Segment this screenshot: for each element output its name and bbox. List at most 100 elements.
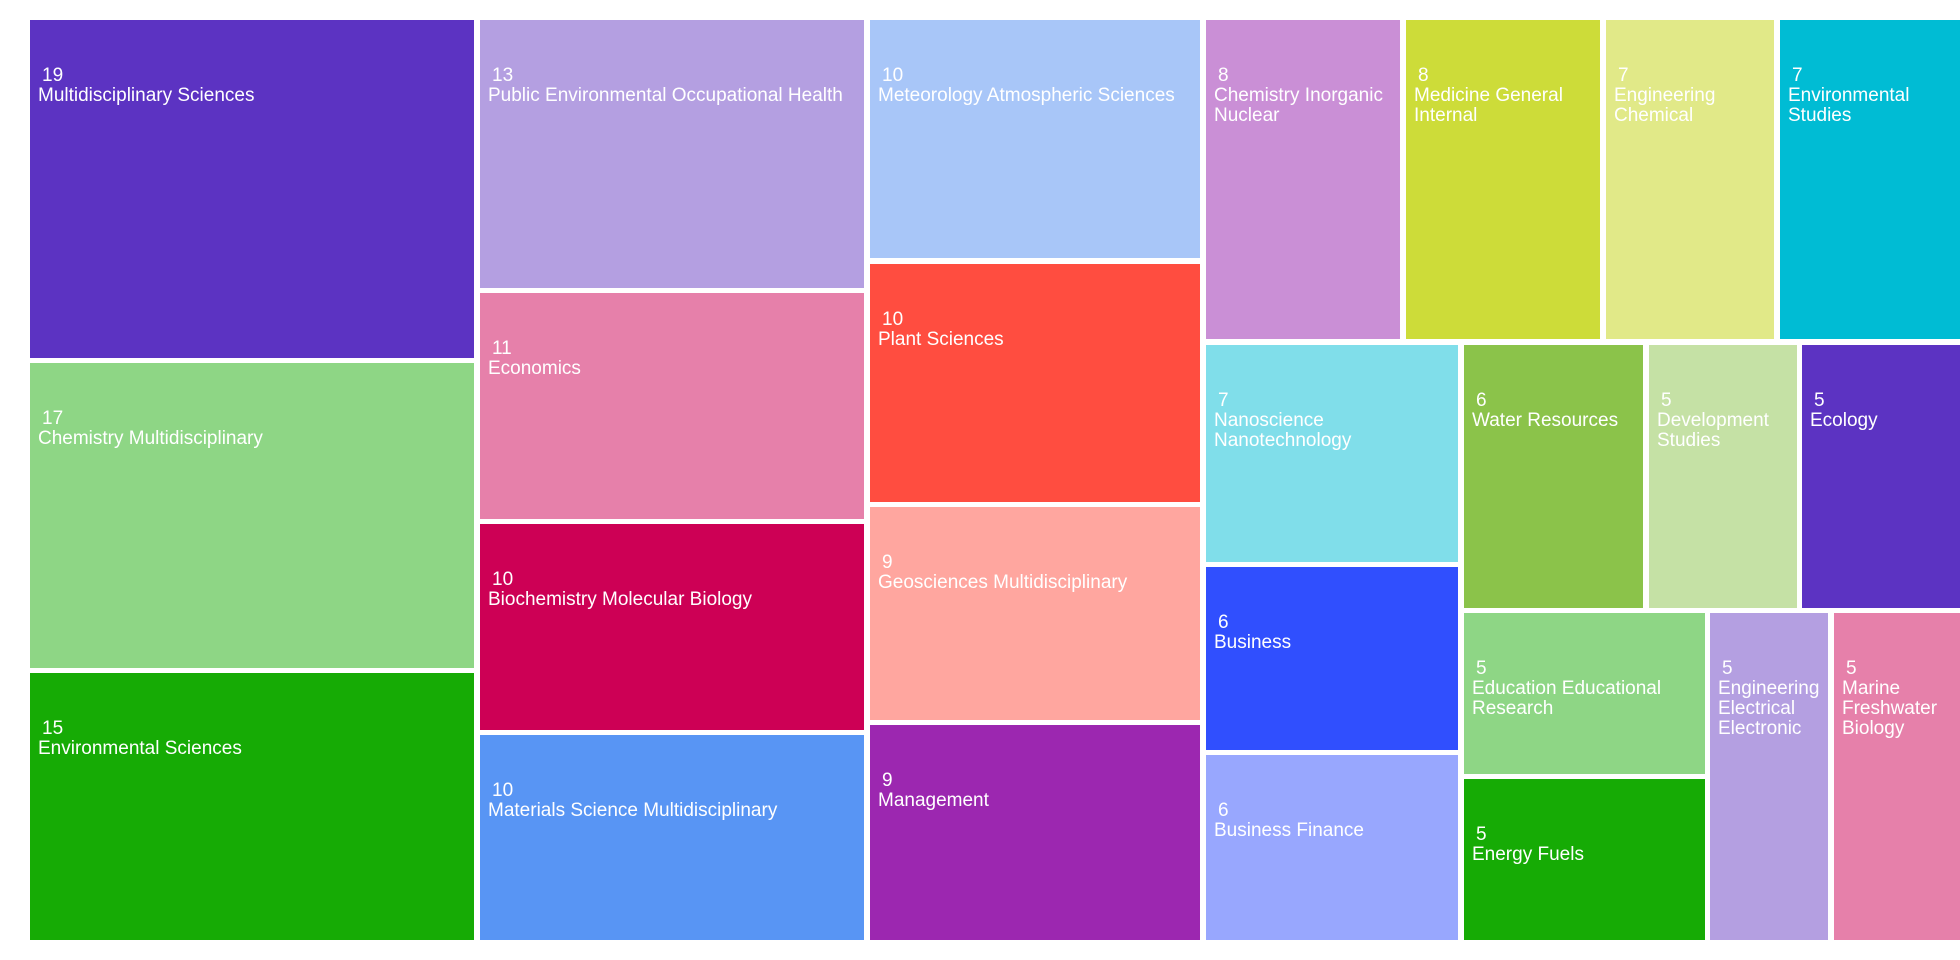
tile-category: Business Finance xyxy=(1214,820,1364,841)
tile-value: 17 xyxy=(42,408,64,429)
tile-label: 5 Development Studies xyxy=(1657,391,1795,451)
tile-label: 8 Chemistry Inorganic Nuclear xyxy=(1214,66,1398,126)
treemap-tile: 19 Multidisciplinary Sciences xyxy=(30,20,474,358)
tile-value: 11 xyxy=(492,338,512,359)
treemap-tile: 5 Energy Fuels xyxy=(1464,779,1705,940)
tile-value: 6 xyxy=(1218,612,1229,633)
tile-category: Water Resources xyxy=(1472,410,1619,431)
tile-label: 9 Management xyxy=(878,771,1198,811)
treemap-tile: 9 Management xyxy=(870,725,1200,940)
tile-value: 7 xyxy=(1618,65,1629,86)
tile-label: 10 Materials Science Multidisciplinary xyxy=(488,781,862,821)
tile-label: 10 Biochemistry Molecular Biology xyxy=(488,570,862,610)
tile-category: Engineering Chemical xyxy=(1614,85,1721,126)
tile-value: 13 xyxy=(492,65,514,86)
tile-value: 8 xyxy=(1418,65,1429,86)
tile-category: Energy Fuels xyxy=(1472,844,1584,865)
tile-category: Ecology xyxy=(1810,410,1878,431)
tile-category: Biochemistry Molecular Biology xyxy=(488,589,752,610)
tile-label: 10 Meteorology Atmospheric Sciences xyxy=(878,66,1198,106)
tile-value: 5 xyxy=(1661,390,1672,411)
treemap-tile: 15 Environmental Sciences xyxy=(30,673,474,940)
treemap-tile: 10 Biochemistry Molecular Biology xyxy=(480,524,864,730)
tile-category: Public Environmental Occupational Health xyxy=(488,85,843,106)
tile-category: Management xyxy=(878,790,989,811)
tile-category: Chemistry Multidisciplinary xyxy=(38,428,263,449)
treemap-tile: 17 Chemistry Multidisciplinary xyxy=(30,363,474,668)
tile-category: Marine Freshwater Biology xyxy=(1842,678,1943,739)
tile-value: 5 xyxy=(1846,658,1857,679)
tile-category: Nanoscience Nanotechnology xyxy=(1214,410,1352,451)
tile-label: 10 Plant Sciences xyxy=(878,310,1198,350)
tile-category: Engineering Electrical Electronic xyxy=(1718,678,1825,739)
treemap-tile: 10 Plant Sciences xyxy=(870,264,1200,502)
tile-label: 5 Engineering Electrical Electronic xyxy=(1718,659,1826,739)
treemap-tile: 5 Education Educational Research xyxy=(1464,613,1705,774)
tile-category: Multidisciplinary Sciences xyxy=(38,85,255,106)
treemap-tile: 11 Economics xyxy=(480,293,864,519)
treemap-tile: 10 Materials Science Multidisciplinary xyxy=(480,735,864,940)
tile-value: 8 xyxy=(1218,65,1229,86)
tile-value: 9 xyxy=(882,770,893,791)
tile-label: 9 Geosciences Multidisciplinary xyxy=(878,553,1198,593)
tile-label: 7 Environmental Studies xyxy=(1788,66,1958,126)
tile-label: 19 Multidisciplinary Sciences xyxy=(38,66,472,106)
tile-label: 7 Nanoscience Nanotechnology xyxy=(1214,391,1456,451)
tile-category: Geosciences Multidisciplinary xyxy=(878,572,1128,593)
tile-category: Environmental Sciences xyxy=(38,738,242,759)
tile-value: 6 xyxy=(1476,390,1487,411)
treemap-tile: 5 Marine Freshwater Biology xyxy=(1834,613,1960,940)
tile-value: 5 xyxy=(1476,658,1487,679)
tile-category: Plant Sciences xyxy=(878,329,1004,350)
tile-value: 15 xyxy=(42,718,64,739)
treemap-tile: 8 Medicine General Internal xyxy=(1406,20,1600,339)
tile-category: Education Educational Research xyxy=(1472,678,1667,719)
treemap-tile: 5 Development Studies xyxy=(1649,345,1797,608)
tile-category: Environmental Studies xyxy=(1788,85,1915,126)
treemap-tile: 8 Chemistry Inorganic Nuclear xyxy=(1206,20,1400,339)
tile-value: 19 xyxy=(42,65,64,86)
tile-category: Economics xyxy=(488,358,581,379)
treemap-tile: 7 Environmental Studies xyxy=(1780,20,1960,339)
treemap-tile: 5 Engineering Electrical Electronic xyxy=(1710,613,1828,940)
tile-value: 7 xyxy=(1792,65,1803,86)
tile-category: Business xyxy=(1214,632,1292,653)
tile-value: 10 xyxy=(492,569,514,590)
tile-value: 6 xyxy=(1218,800,1229,821)
tile-label: 5 Ecology xyxy=(1810,391,1958,431)
tile-label: 6 Business xyxy=(1214,613,1456,653)
tile-category: Medicine General Internal xyxy=(1414,85,1569,126)
tile-label: 17 Chemistry Multidisciplinary xyxy=(38,409,472,449)
treemap-tile: 7 Nanoscience Nanotechnology xyxy=(1206,345,1458,562)
tile-value: 9 xyxy=(882,552,893,573)
tile-value: 10 xyxy=(492,780,514,801)
treemap-tile: 6 Water Resources xyxy=(1464,345,1643,608)
treemap-tile: 10 Meteorology Atmospheric Sciences xyxy=(870,20,1200,258)
treemap-tile: 9 Geosciences Multidisciplinary xyxy=(870,507,1200,720)
tile-label: 5 Energy Fuels xyxy=(1472,825,1703,865)
treemap-tile: 6 Business Finance xyxy=(1206,755,1458,940)
tile-value: 5 xyxy=(1814,390,1825,411)
treemap-tile: 6 Business xyxy=(1206,567,1458,750)
tile-value: 10 xyxy=(882,65,904,86)
tile-category: Materials Science Multidisciplinary xyxy=(488,800,778,821)
tile-label: 7 Engineering Chemical xyxy=(1614,66,1772,126)
tile-label: 11 Economics xyxy=(488,339,862,379)
tile-value: 7 xyxy=(1218,390,1229,411)
tile-label: 5 Education Educational Research xyxy=(1472,659,1703,719)
tile-category: Chemistry Inorganic Nuclear xyxy=(1214,85,1389,126)
tile-label: 5 Marine Freshwater Biology xyxy=(1842,659,1958,739)
treemap-tile: 7 Engineering Chemical xyxy=(1606,20,1774,339)
treemap-tile: 13 Public Environmental Occupational Heal… xyxy=(480,20,864,288)
tile-label: 13 Public Environmental Occupational Heal… xyxy=(488,66,862,106)
tile-label: 8 Medicine General Internal xyxy=(1414,66,1598,126)
tile-value: 10 xyxy=(882,309,904,330)
tile-label: 6 Business Finance xyxy=(1214,801,1456,841)
tile-label: 15 Environmental Sciences xyxy=(38,719,472,759)
treemap-tile: 5 Ecology xyxy=(1802,345,1960,608)
tile-value: 5 xyxy=(1722,658,1733,679)
tile-value: 5 xyxy=(1476,824,1487,845)
tile-category: Meteorology Atmospheric Sciences xyxy=(878,85,1175,106)
tile-label: 6 Water Resources xyxy=(1472,391,1641,431)
